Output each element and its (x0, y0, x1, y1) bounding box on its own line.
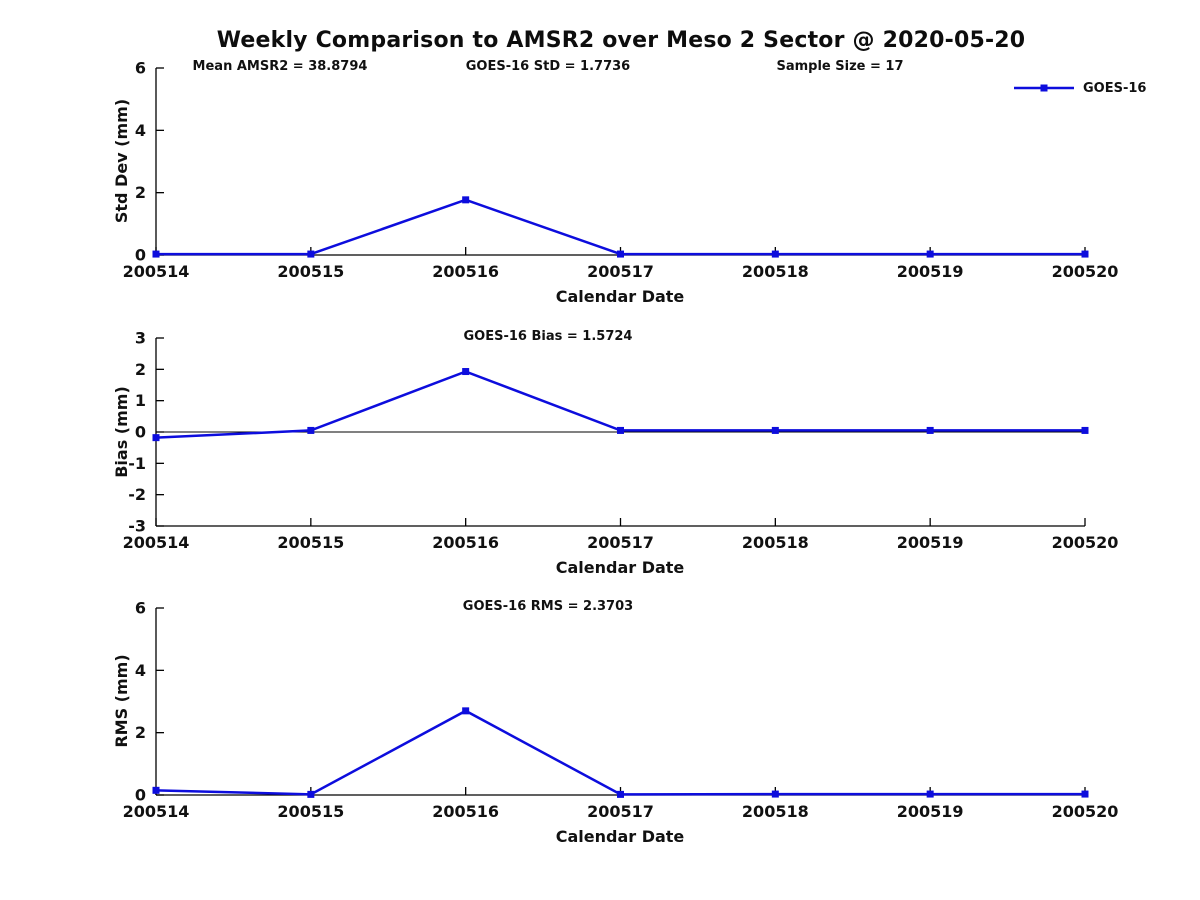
svg-text:200514: 200514 (123, 262, 190, 281)
svg-text:0: 0 (135, 246, 146, 265)
svg-text:6: 6 (135, 59, 146, 78)
annotation-sample-size: Sample Size = 17 (776, 59, 904, 74)
annotation-mean-amsr2: Mean AMSR2 = 38.8794 (192, 59, 368, 74)
svg-text:200516: 200516 (432, 802, 499, 821)
legend-label: GOES-16 (1083, 80, 1147, 96)
svg-text:200518: 200518 (742, 802, 809, 821)
svg-text:6: 6 (135, 599, 146, 618)
bias-plot: -3 -2 -1 0 1 2 3 200514 200515 200516 200517 200518… (123, 329, 1119, 553)
svg-text:3: 3 (135, 329, 146, 348)
svg-text:200519: 200519 (897, 262, 964, 281)
svg-text:200518: 200518 (742, 262, 809, 281)
svg-text:-2: -2 (128, 485, 146, 504)
page-title: Weekly Comparison to AMSR2 over Meso 2 S… (216, 28, 1026, 53)
rms-plot: 0 2 4 6 200514 200515 200516 200517 200518 200519… (123, 599, 1119, 822)
svg-text:0: 0 (135, 423, 146, 442)
svg-text:2: 2 (135, 183, 146, 202)
svg-text:4: 4 (135, 661, 146, 680)
svg-text:200517: 200517 (587, 262, 654, 281)
xlabel-calendar-date-1: Calendar Date (555, 287, 685, 306)
legend-line-marker-icon (1014, 84, 1074, 92)
svg-text:4: 4 (135, 121, 146, 140)
svg-text:200520: 200520 (1052, 533, 1119, 552)
std-dev-plot: 0 2 4 6 200514 200515 200516 200517 200518 200519… (123, 59, 1119, 282)
svg-text:200514: 200514 (123, 533, 190, 552)
svg-text:-1: -1 (128, 454, 146, 473)
legend: GOES-16 (1012, 80, 1146, 96)
svg-text:200520: 200520 (1052, 802, 1119, 821)
svg-text:200516: 200516 (432, 262, 499, 281)
annotation-goes16-rms: GOES-16 RMS = 2.3703 (462, 599, 634, 614)
svg-text:200519: 200519 (897, 802, 964, 821)
svg-text:1: 1 (135, 391, 146, 410)
svg-text:200520: 200520 (1052, 262, 1119, 281)
annotation-goes16-bias: GOES-16 Bias = 1.5724 (463, 329, 633, 344)
xlabel-calendar-date-2: Calendar Date (555, 558, 685, 577)
svg-text:200518: 200518 (742, 533, 809, 552)
svg-text:200516: 200516 (432, 533, 499, 552)
svg-text:200517: 200517 (587, 533, 654, 552)
svg-text:2: 2 (135, 723, 146, 742)
svg-text:200515: 200515 (277, 262, 344, 281)
svg-text:-3: -3 (128, 517, 146, 536)
svg-text:200515: 200515 (277, 802, 344, 821)
svg-text:200514: 200514 (123, 802, 190, 821)
svg-text:2: 2 (135, 360, 146, 379)
svg-text:200515: 200515 (277, 533, 344, 552)
xlabel-calendar-date-3: Calendar Date (555, 827, 685, 846)
svg-text:200519: 200519 (897, 533, 964, 552)
svg-text:0: 0 (135, 786, 146, 805)
svg-text:200517: 200517 (587, 802, 654, 821)
annotation-goes16-std: GOES-16 StD = 1.7736 (465, 59, 631, 74)
